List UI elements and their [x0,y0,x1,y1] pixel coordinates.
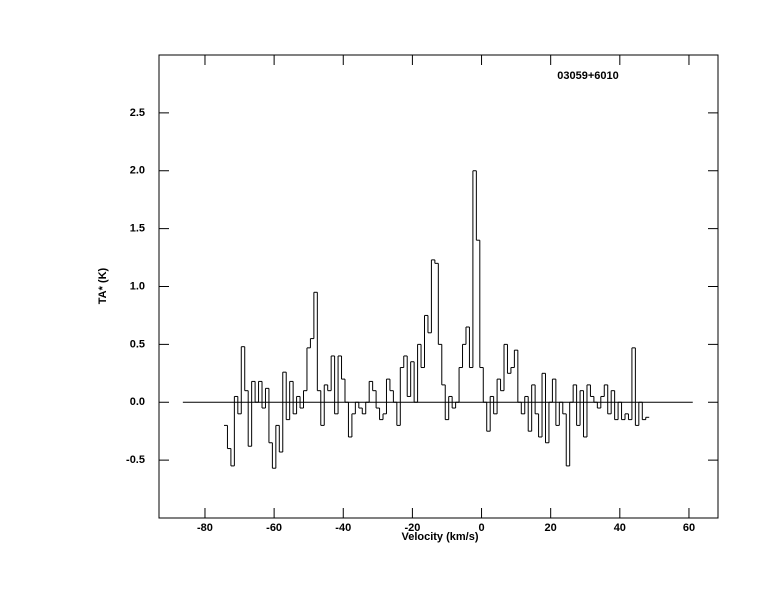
x-axis-label: Velocity (km/s) [401,531,478,543]
x-tick-label: -20 [404,522,420,534]
y-tick-label: -0.5 [126,454,145,466]
x-tick-label: 0 [478,522,484,534]
x-tick-label: -40 [335,522,351,534]
x-tick-label: 20 [545,522,557,534]
y-axis-label: TA* (K) [97,267,109,304]
y-tick-label: 2.5 [130,107,145,119]
y-tick-label: 1.0 [130,280,145,292]
x-tick-label: 60 [683,522,695,534]
x-tick-label: -60 [266,522,282,534]
y-tick-label: 2.0 [130,165,145,177]
y-tick-label: 1.5 [130,223,145,235]
chart-title: 03059+6010 [557,70,618,82]
y-tick-label: 0.5 [130,338,145,350]
x-tick-label: 40 [614,522,626,534]
step-risers [226,170,647,469]
x-tick-label: -80 [197,522,213,534]
y-tick-label: 0.0 [130,396,145,408]
